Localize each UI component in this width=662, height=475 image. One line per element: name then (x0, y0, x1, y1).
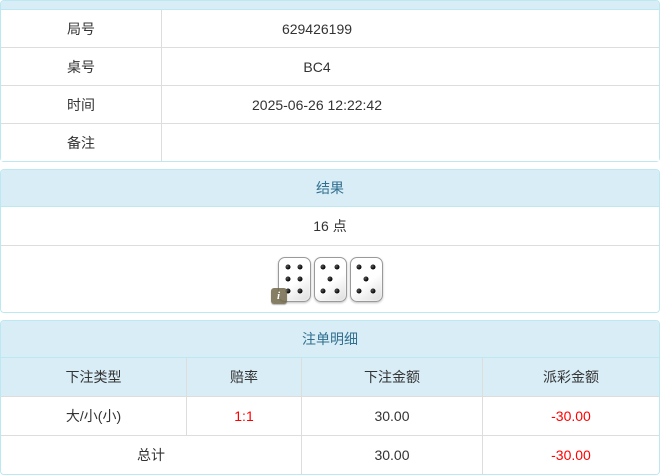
table-row: 备注 (1, 123, 659, 161)
table-id-label: 桌号 (1, 48, 162, 85)
remark-value (162, 124, 472, 161)
round-id-value: 629426199 (281, 20, 353, 37)
time-label: 时间 (1, 86, 162, 123)
die-2-face-5 (313, 256, 347, 302)
info-tooltip-icon[interactable]: i (270, 287, 287, 304)
round-id-label: 局号 (1, 10, 162, 47)
row-spacer (472, 10, 659, 47)
column-header-odds: 赔率 (187, 358, 302, 396)
bets-header-row: 下注类型 赔率 下注金额 派彩金额 (1, 358, 659, 396)
result-points-value: 16 点 (313, 218, 347, 234)
bet-type-value: 大/小(小) (1, 397, 187, 435)
game-info-panel-heading (1, 1, 659, 10)
table-row: 大/小(小) 1:1 30.00 -30.00 (1, 396, 659, 435)
column-header-bet-type: 下注类型 (1, 358, 187, 396)
odds-value: 1:1 (187, 397, 302, 435)
total-bet-amount: 30.00 (302, 436, 483, 474)
payout-amount-value: -30.00 (551, 408, 591, 424)
row-spacer (472, 124, 659, 161)
table-row: 时间 2025-06-26 12:22:42 (1, 85, 659, 123)
result-points-row: 16 点 (1, 207, 659, 246)
table-row: 局号 629426199 (1, 10, 659, 47)
die-1-face-6: i (270, 256, 311, 304)
total-payout-amount: -30.00 (551, 447, 591, 463)
bets-panel: 注单明细 下注类型 赔率 下注金额 派彩金额 大/小(小) 1:1 30.00 … (0, 320, 660, 475)
remark-label: 备注 (1, 124, 162, 161)
bets-panel-title: 注单明细 (1, 321, 659, 358)
column-header-bet-amount: 下注金额 (302, 358, 483, 396)
column-header-payout-amount: 派彩金额 (483, 358, 659, 396)
row-spacer (472, 86, 659, 123)
total-label: 总计 (1, 436, 302, 474)
table-id-value: BC4 (303, 58, 331, 75)
result-panel-title: 结果 (1, 170, 659, 207)
dice-row: i (1, 246, 659, 312)
result-panel: 结果 16 点 i (0, 169, 660, 313)
total-row: 总计 30.00 -30.00 (1, 435, 659, 474)
time-value: 2025-06-26 12:22:42 (252, 96, 382, 113)
game-info-panel: 局号 629426199 桌号 BC4 时间 2025-06-26 12:22:… (0, 0, 660, 162)
row-spacer (472, 48, 659, 85)
dice-group: i (270, 256, 383, 304)
bet-amount-value: 30.00 (302, 397, 483, 435)
table-row: 桌号 BC4 (1, 47, 659, 85)
die-3-face-5 (349, 256, 383, 302)
